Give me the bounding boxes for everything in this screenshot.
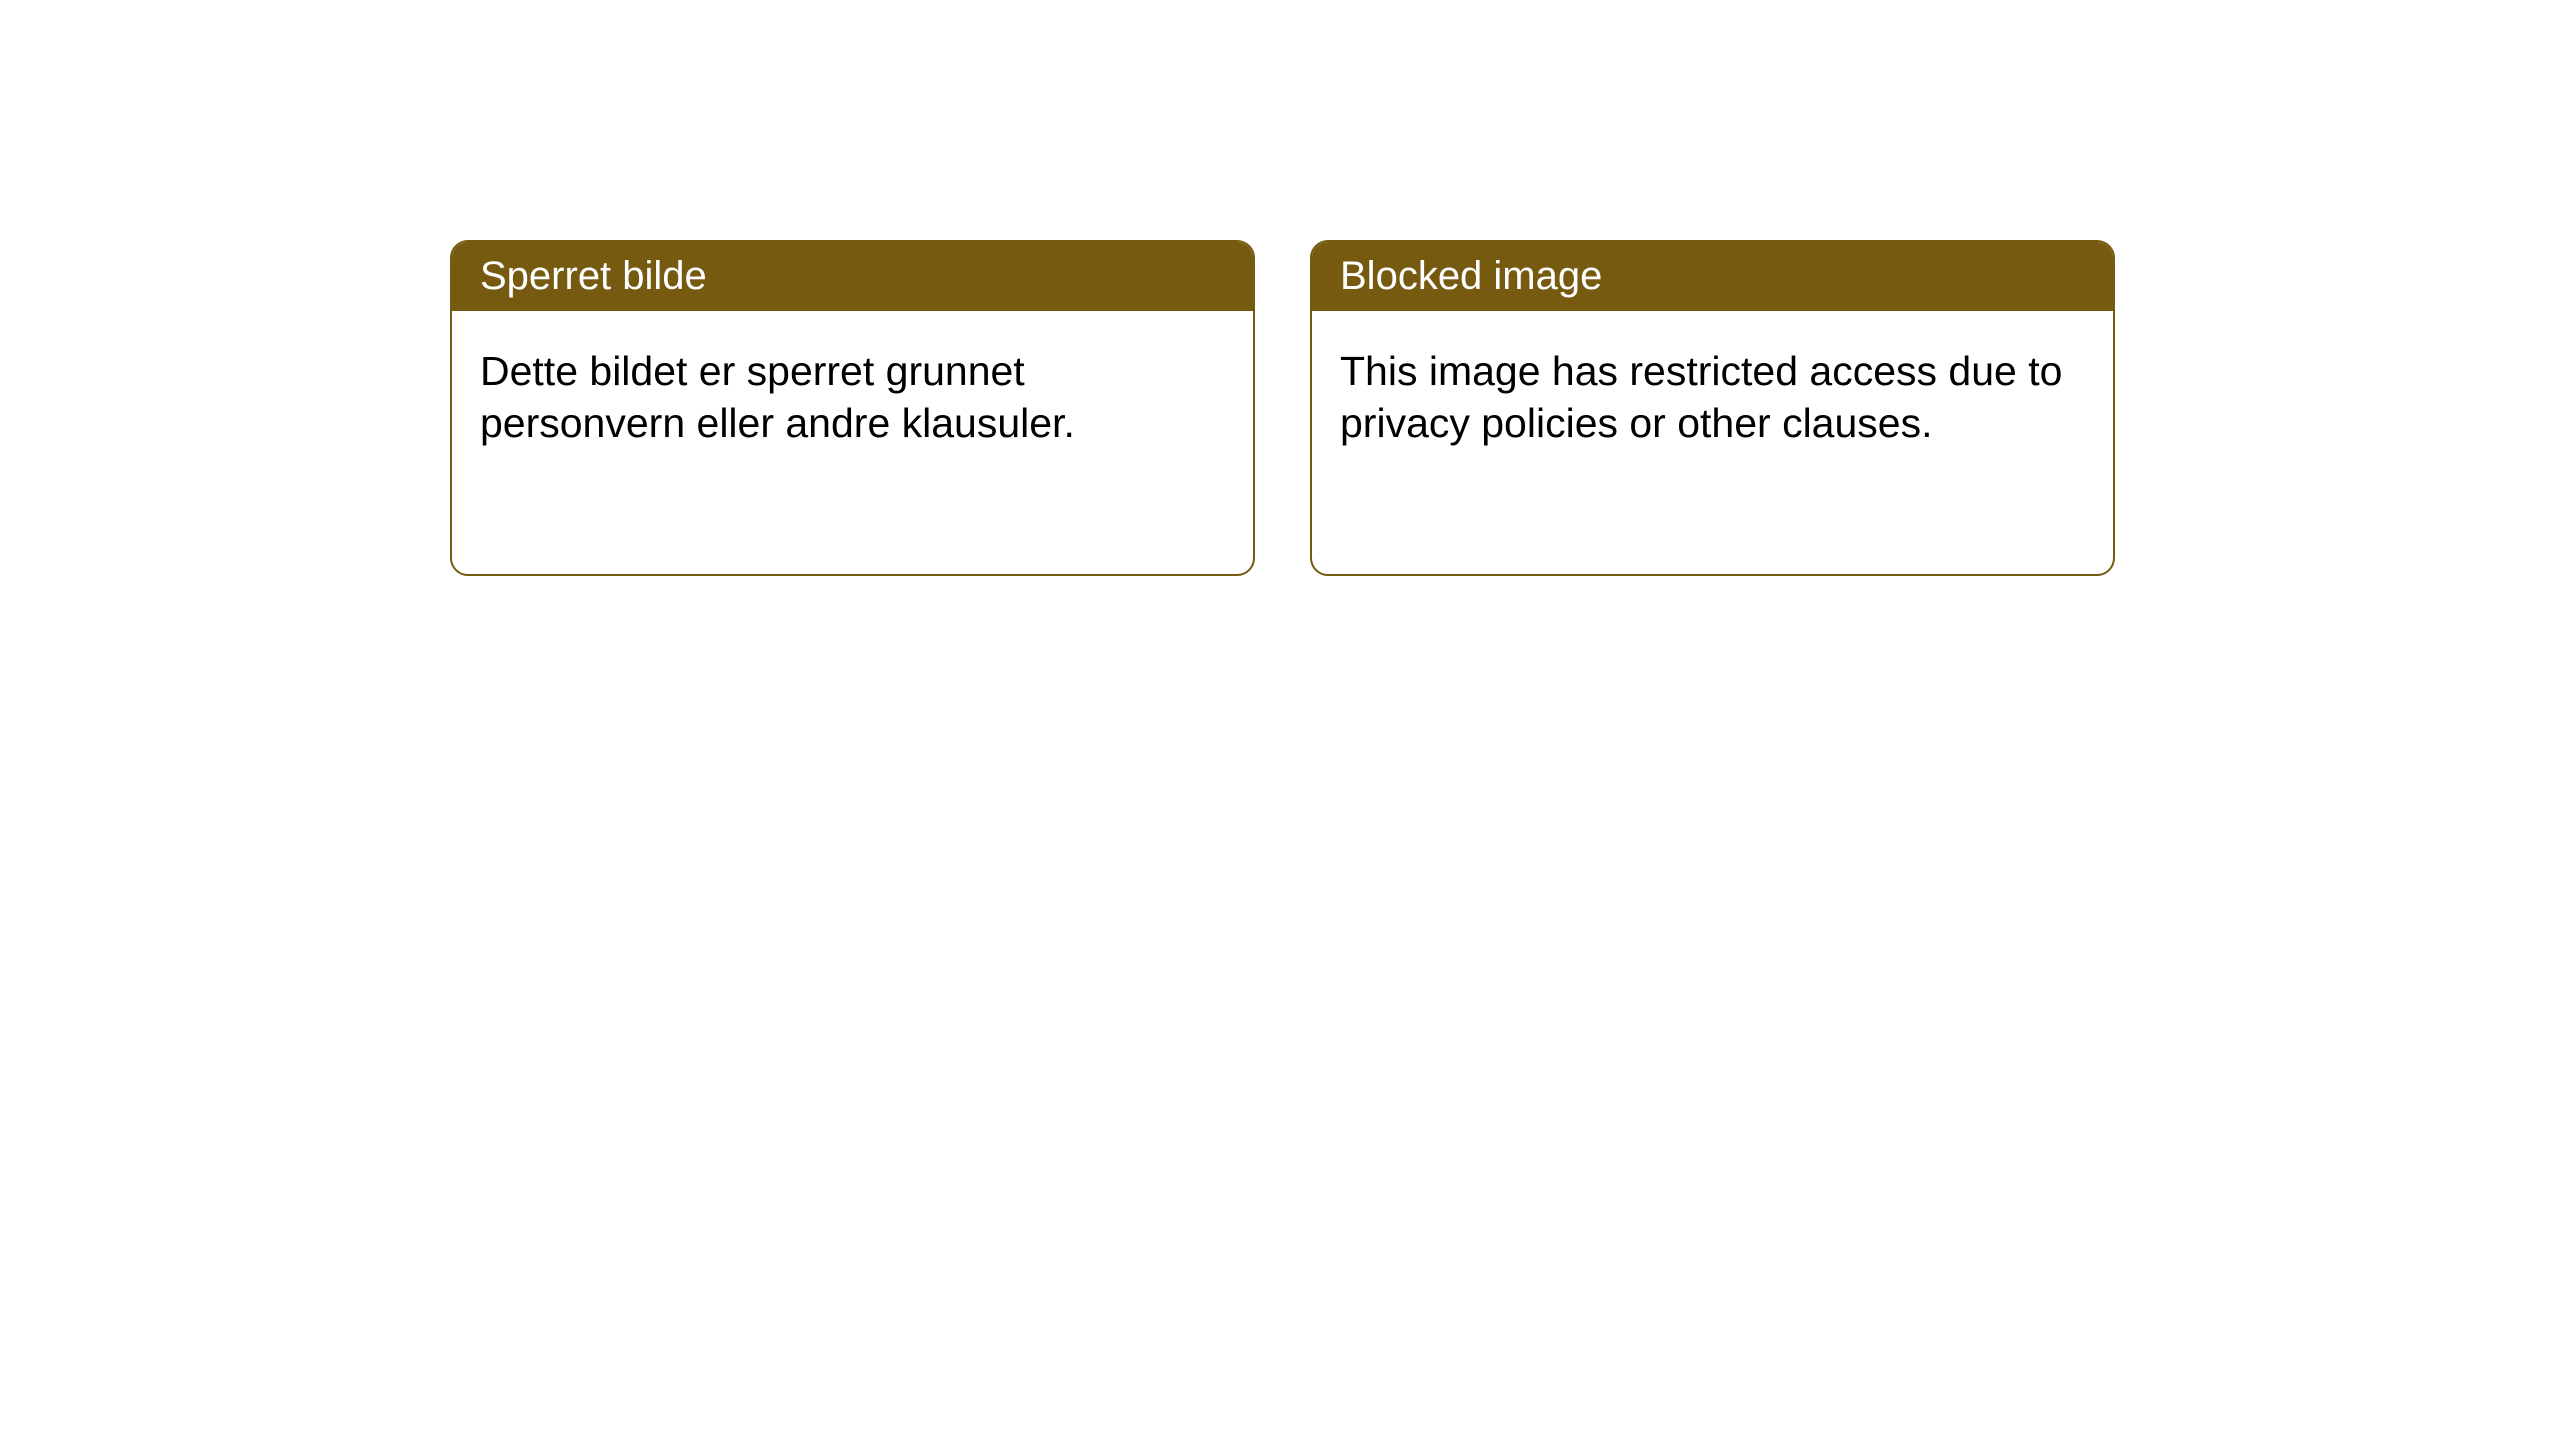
notice-card-english: Blocked image This image has restricted … [1310,240,2115,576]
card-header-english: Blocked image [1312,242,2113,311]
card-header-norwegian: Sperret bilde [452,242,1253,311]
card-body-norwegian: Dette bildet er sperret grunnet personve… [452,311,1253,483]
card-body-english: This image has restricted access due to … [1312,311,2113,483]
card-title-norwegian: Sperret bilde [480,254,707,298]
card-text-norwegian: Dette bildet er sperret grunnet personve… [480,348,1075,446]
card-text-english: This image has restricted access due to … [1340,348,2062,446]
card-title-english: Blocked image [1340,254,1602,298]
notice-container: Sperret bilde Dette bildet er sperret gr… [0,0,2560,576]
notice-card-norwegian: Sperret bilde Dette bildet er sperret gr… [450,240,1255,576]
